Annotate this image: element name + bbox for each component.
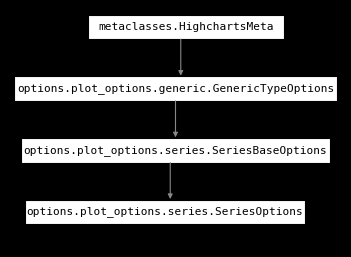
Text: options.plot_options.series.SeriesOptions: options.plot_options.series.SeriesOption… bbox=[27, 207, 303, 217]
Text: options.plot_options.series.SeriesBaseOptions: options.plot_options.series.SeriesBaseOp… bbox=[24, 145, 327, 156]
Text: options.plot_options.generic.GenericTypeOptions: options.plot_options.generic.GenericType… bbox=[17, 83, 334, 94]
FancyBboxPatch shape bbox=[25, 200, 305, 224]
FancyBboxPatch shape bbox=[14, 77, 337, 101]
FancyBboxPatch shape bbox=[21, 138, 330, 162]
FancyBboxPatch shape bbox=[88, 15, 284, 39]
Text: metaclasses.HighchartsMeta: metaclasses.HighchartsMeta bbox=[98, 22, 274, 32]
